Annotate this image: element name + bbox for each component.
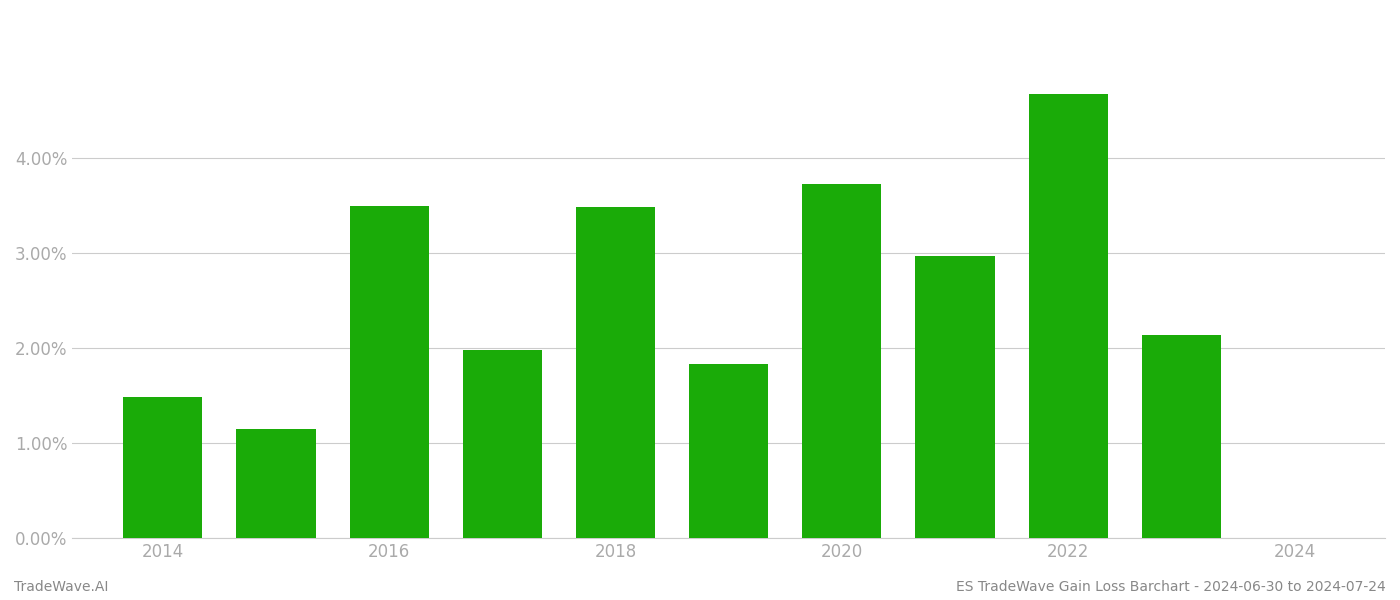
Bar bbox=[802, 184, 882, 538]
Bar bbox=[350, 206, 428, 538]
Bar bbox=[1029, 94, 1107, 538]
Bar bbox=[123, 397, 203, 538]
Text: ES TradeWave Gain Loss Barchart - 2024-06-30 to 2024-07-24: ES TradeWave Gain Loss Barchart - 2024-0… bbox=[956, 580, 1386, 594]
Bar bbox=[689, 364, 769, 538]
Bar bbox=[463, 350, 542, 538]
Bar bbox=[916, 256, 994, 538]
Bar bbox=[1142, 335, 1221, 538]
Bar bbox=[237, 429, 315, 538]
Text: TradeWave.AI: TradeWave.AI bbox=[14, 580, 108, 594]
Bar bbox=[575, 207, 655, 538]
